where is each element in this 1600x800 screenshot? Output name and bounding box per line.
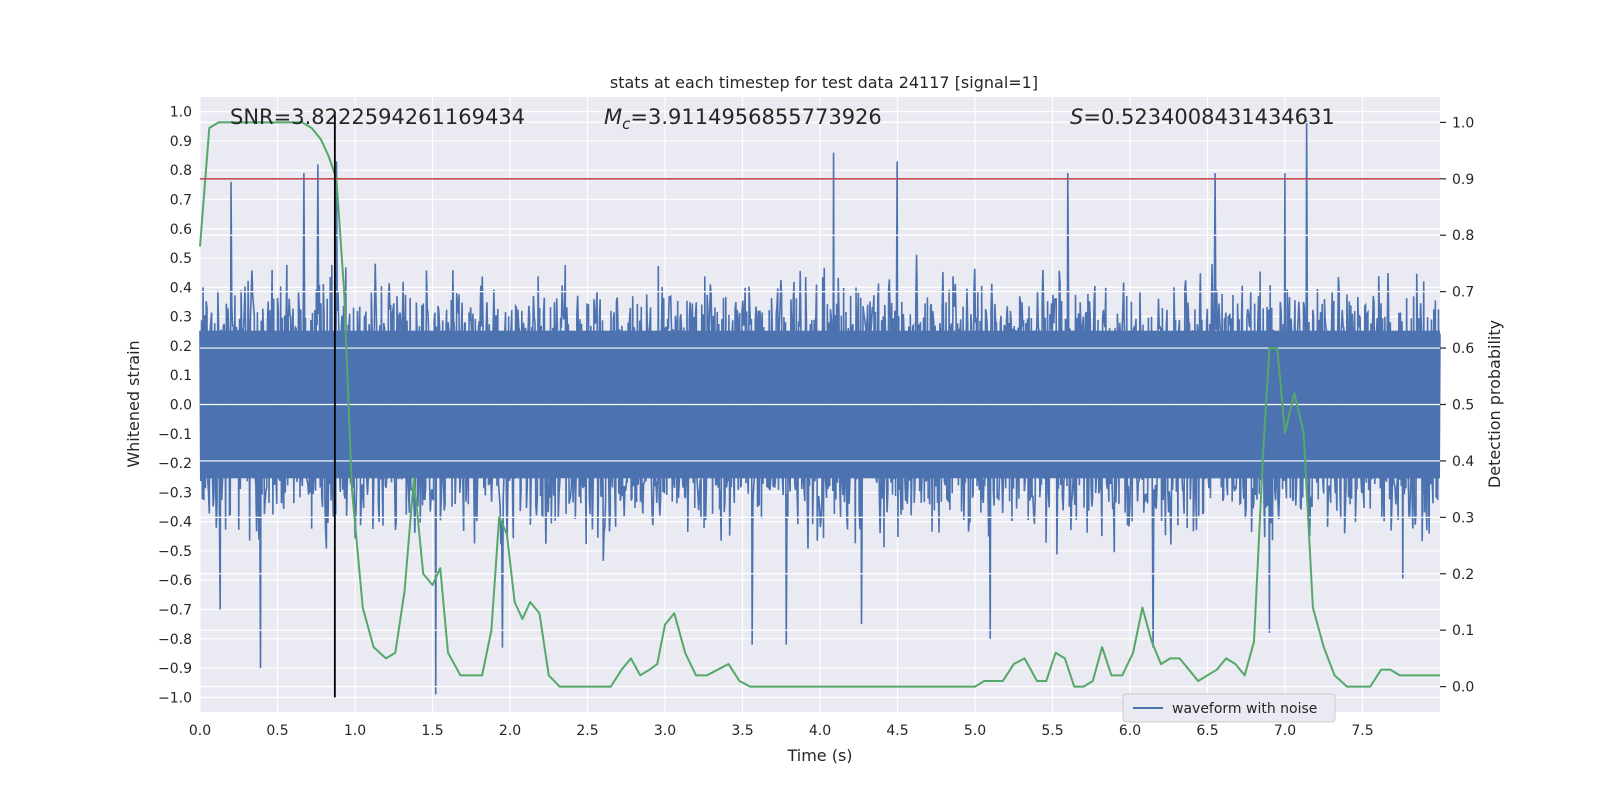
s-value: =0.5234008431434631 [1083,105,1334,129]
x-tick-label-12: 6.0 [1119,723,1141,739]
x-tick-label-13: 6.5 [1196,723,1218,739]
x-tick-label-3: 1.5 [421,723,443,739]
x-tick-label-6: 3.0 [654,723,676,739]
y-tick-label-2: −0.8 [158,632,192,648]
x-tick-label-4: 2.0 [499,723,521,739]
chirp-mass-annotation: Mc=3.9114956855773926 [604,105,882,133]
y-tick-label-16: 0.6 [170,222,192,238]
y-tick-label-15: 0.5 [170,251,192,267]
y-tick-label-20: 1.0 [170,105,192,121]
x-axis-label: Time (s) [786,746,852,765]
y2-tick-label-9: 0.9 [1452,172,1474,188]
legend-label: waveform with noise [1172,701,1317,717]
y-tick-label-6: −0.4 [158,515,192,531]
y2-tick-label-8: 0.8 [1452,228,1474,244]
chirp-mass-value: =3.9114956855773926 [630,105,881,129]
y-axis-ticks: −1.0 −0.9 −0.8 −0.7 −0.6 −0.5 −0.4 −0.3 −0.2 −0.1… [158,105,192,707]
y-tick-label-1: −0.9 [158,661,192,677]
y-tick-label-9: −0.1 [158,427,192,443]
probability-line [199,121,1440,688]
probability-series [199,121,1440,688]
y-tick-label-13: 0.3 [170,310,192,326]
reference-lines [200,111,1440,698]
x-tick-label-10: 5.0 [964,723,986,739]
y2-tick-label-3: 0.3 [1452,510,1474,526]
legend-box [1122,693,1336,723]
y2-tick-label-7: 0.7 [1452,285,1474,301]
y-axis-label: Whitened strain [124,340,143,467]
y-tick-label-0: −1.0 [158,690,192,706]
y-tick-label-14: 0.4 [170,280,192,296]
x-tick-label-0: 0.0 [189,723,211,739]
y-tick-label-11: 0.1 [170,368,192,384]
x-tick-label-11: 5.5 [1041,723,1063,739]
y-tick-label-12: 0.2 [170,339,192,355]
y-tick-label-3: −0.7 [158,603,192,619]
y2-tick-label-6: 0.6 [1452,341,1474,357]
y2-axis-label: Detection probability [1485,320,1504,488]
x-tick-label-8: 4.0 [809,723,831,739]
y-tick-label-10: 0.0 [170,398,192,414]
chirp-mass-subscript: c [622,115,631,133]
y2-tick-label-0: 0.0 [1452,680,1474,696]
y2-tick-label-10: 1.0 [1452,115,1474,131]
y2-tick-label-2: 0.2 [1452,567,1474,583]
y2-tick-label-4: 0.4 [1452,454,1474,470]
x-axis-ticks: 0.0 0.5 1.0 1.5 2.0 2.5 3.0 3.5 4.0 4.5 5.0 5.5 6.0 6… [189,723,1374,739]
y-tick-label-8: −0.2 [158,456,192,472]
x-tick-label-9: 4.5 [886,723,908,739]
y2-axis-ticks: 0.0 0.1 0.2 0.3 0.4 0.5 0.6 0.7 0.8 0.9 1.0 [1440,115,1474,696]
y-tick-label-7: −0.3 [158,485,192,501]
snr-annotation: SNR=3.8222594261169434 [230,105,525,129]
legend: waveform with noise [1122,693,1336,723]
y-tick-label-5: −0.5 [158,544,192,560]
s-annotation: S=0.5234008431434631 [1070,105,1335,129]
y-tick-label-4: −0.6 [158,573,192,589]
x-tick-label-14: 7.0 [1274,723,1296,739]
y-tick-label-17: 0.7 [170,193,192,209]
chart-title: stats at each timestep for test data 241… [610,73,1038,92]
x-tick-label-7: 3.5 [731,723,753,739]
x-tick-label-1: 0.5 [266,723,288,739]
x-tick-label-5: 2.5 [576,723,598,739]
y2-tick-label-5: 0.5 [1452,398,1474,414]
y-tick-label-18: 0.8 [170,163,192,179]
chirp-mass-symbol: M [604,105,622,129]
y-tick-label-19: 0.9 [170,134,192,150]
x-tick-label-15: 7.5 [1351,723,1373,739]
x-tick-label-2: 1.0 [344,723,366,739]
s-symbol: S [1070,105,1083,129]
y2-tick-label-1: 0.1 [1452,623,1474,639]
